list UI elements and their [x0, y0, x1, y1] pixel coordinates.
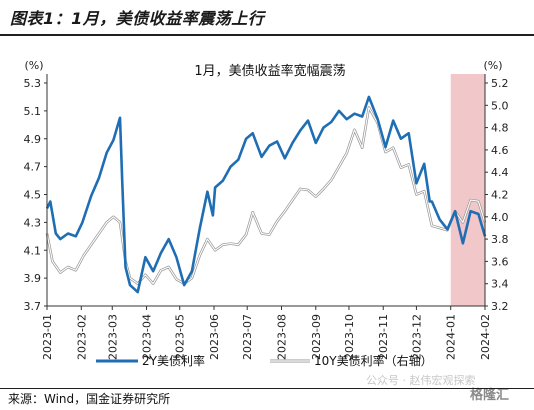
highlight-band [450, 74, 485, 306]
left-tick-label: 4.9 [24, 133, 42, 146]
x-tick-label: 2023-07 [241, 314, 254, 360]
series-10y-line [46, 106, 486, 285]
x-tick-label: 2023-09 [310, 314, 323, 360]
source-note: 来源：Wind，国金证券研究所 [8, 392, 171, 406]
series-10y-outline [45, 106, 487, 285]
chart-title: 1月，美债收益率宽幅震荡 [194, 63, 345, 79]
right-tick-label: 4.0 [491, 211, 509, 224]
x-tick-label: 2023-03 [106, 314, 119, 360]
figure-title: 图表1：1月，美债收益率震荡上行 [10, 9, 265, 28]
right-tick-label: 3.6 [491, 255, 509, 268]
right-tick-label: 5.2 [491, 77, 509, 90]
top-rule [0, 34, 534, 36]
watermark-badge: 格隆汇 [470, 388, 510, 403]
left-axis-unit: (%) [24, 59, 43, 72]
legend: 2Y美债利率 10Y美债利率（右轴） [96, 353, 433, 368]
x-tick-label: 2023-06 [208, 314, 221, 360]
left-tick-label: 4.5 [24, 189, 42, 202]
right-tick-label: 3.8 [491, 233, 509, 246]
left-tick-label: 4.7 [24, 161, 42, 174]
right-tick-label: 4.6 [491, 144, 509, 157]
right-tick-label: 3.2 [491, 300, 509, 313]
line-chart: 5.3 5.1 4.9 4.7 4.5 4.3 4.1 3.9 3.7 5.2 5.0 4.8 4.6 4… [24, 59, 509, 368]
x-tick-label: 2023-01 [41, 314, 54, 360]
x-tick-label: 2023-12 [410, 314, 423, 360]
series-group [45, 95, 487, 294]
x-tick-label: 2023-10 [343, 314, 356, 360]
highlight-band-group [450, 74, 485, 306]
watermark: 公众号 · 赵伟宏观探索 [366, 374, 476, 387]
x-tick-label: 2023-04 [141, 314, 154, 360]
x-tick-label: 2023-05 [174, 314, 187, 360]
left-tick-label: 4.1 [24, 244, 42, 257]
legend-label-10y: 10Y美债利率（右轴） [314, 353, 433, 368]
x-tick-label: 2023-02 [75, 314, 88, 360]
right-tick-label: 4.2 [491, 189, 509, 202]
right-tick-label: 4.8 [491, 122, 509, 135]
left-tick-label: 3.9 [24, 272, 42, 285]
right-tick-label: 3.4 [491, 278, 509, 291]
series-2y-line [45, 95, 487, 294]
x-tick-label: 2024-02 [479, 314, 492, 360]
left-tick-label: 4.3 [24, 216, 42, 229]
x-tick-label: 2023-08 [275, 314, 288, 360]
right-tick-label: 4.4 [491, 166, 509, 179]
right-axis-unit: (%) [483, 59, 502, 72]
left-tick-label: 5.3 [24, 77, 42, 90]
left-tick-label: 5.1 [24, 105, 42, 118]
bottom-rule [0, 388, 534, 389]
legend-label-2y: 2Y美债利率 [142, 353, 205, 368]
left-tick-label: 3.7 [24, 300, 42, 313]
axes-group: 5.3 5.1 4.9 4.7 4.5 4.3 4.1 3.9 3.7 5.2 5.0 4.8 4.6 4… [24, 74, 509, 360]
right-tick-label: 5.0 [491, 99, 509, 112]
x-tick-label: 2023-11 [377, 314, 390, 360]
x-tick-label: 2024-01 [445, 314, 458, 360]
